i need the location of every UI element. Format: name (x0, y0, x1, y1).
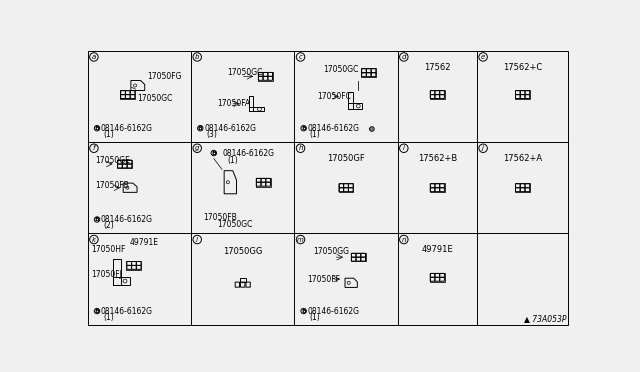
Text: (1): (1) (103, 313, 114, 322)
Text: b: b (195, 54, 200, 60)
Text: g: g (195, 145, 200, 151)
Text: 17050GC: 17050GC (217, 219, 252, 229)
Text: 17050FF: 17050FF (307, 275, 340, 283)
Text: h: h (298, 145, 303, 151)
Text: 08146-6162G: 08146-6162G (101, 215, 153, 224)
Text: 49791E: 49791E (422, 246, 453, 254)
Text: 17050GG: 17050GG (313, 247, 349, 256)
Bar (256, 178, 271, 187)
Text: B: B (301, 308, 306, 314)
Text: B: B (301, 126, 306, 131)
Text: 08146-6162G: 08146-6162G (307, 307, 360, 315)
Bar (113, 277, 130, 285)
Text: 17050FG: 17050FG (147, 72, 182, 81)
Text: 08146-6162G: 08146-6162G (101, 307, 153, 315)
Text: (3): (3) (207, 130, 218, 139)
Text: 08146-6162G: 08146-6162G (101, 124, 153, 133)
Text: 17562+B: 17562+B (418, 154, 457, 163)
Text: 17562: 17562 (424, 63, 451, 72)
Text: 17050FB: 17050FB (204, 214, 237, 222)
Text: c: c (299, 54, 303, 60)
Text: B: B (95, 126, 99, 131)
Bar (249, 107, 264, 112)
Bar (361, 68, 376, 77)
Text: (1): (1) (310, 130, 321, 139)
Text: 17562+A: 17562+A (503, 154, 542, 163)
Text: 17562+C: 17562+C (503, 63, 542, 72)
Bar (430, 183, 445, 192)
Bar (258, 72, 273, 81)
Bar (113, 259, 120, 285)
Bar (351, 253, 366, 262)
Text: 17050FC: 17050FC (317, 92, 351, 101)
Bar (348, 103, 362, 109)
Text: f: f (93, 145, 95, 151)
Bar (117, 160, 132, 168)
Text: m: m (297, 237, 304, 243)
Text: 17050FJ: 17050FJ (92, 270, 122, 279)
Text: 17050GC: 17050GC (323, 65, 358, 74)
Text: B: B (211, 151, 216, 155)
Text: ▲ 73A053P: ▲ 73A053P (524, 314, 566, 323)
Text: 17050GC: 17050GC (227, 68, 262, 77)
Text: j: j (482, 145, 484, 151)
Text: e: e (481, 54, 485, 60)
Text: 17050FB: 17050FB (95, 182, 129, 190)
Text: 08146-6162G: 08146-6162G (204, 124, 256, 133)
Text: 17050HF: 17050HF (92, 246, 126, 254)
Bar (239, 278, 246, 282)
Text: l: l (196, 237, 198, 243)
Bar (127, 261, 141, 270)
Text: 08146-6162G: 08146-6162G (222, 148, 274, 157)
Text: 08146-6162G: 08146-6162G (307, 124, 360, 133)
Text: (1): (1) (310, 313, 321, 322)
Bar (430, 90, 445, 99)
Text: B: B (95, 217, 99, 222)
Bar (120, 90, 135, 99)
Text: (2): (2) (103, 221, 114, 230)
Bar (515, 90, 530, 99)
Text: n: n (401, 237, 406, 243)
Text: a: a (92, 54, 96, 60)
Text: 17050GE: 17050GE (95, 156, 131, 165)
Text: B: B (198, 126, 203, 131)
Text: i: i (403, 145, 405, 151)
Text: 17050GG: 17050GG (223, 247, 262, 256)
Text: d: d (401, 54, 406, 60)
Bar (430, 273, 445, 282)
Bar (249, 96, 253, 112)
Text: (1): (1) (227, 156, 238, 165)
Text: 17050GC: 17050GC (137, 94, 172, 103)
Bar (348, 92, 353, 109)
Text: 49791E: 49791E (130, 238, 159, 247)
Text: B: B (95, 308, 99, 314)
Bar (515, 183, 530, 192)
Text: k: k (92, 237, 96, 243)
Bar (339, 183, 353, 192)
Text: 17050FA: 17050FA (217, 99, 250, 108)
Text: (1): (1) (103, 130, 114, 139)
Text: 17050GF: 17050GF (327, 154, 365, 163)
